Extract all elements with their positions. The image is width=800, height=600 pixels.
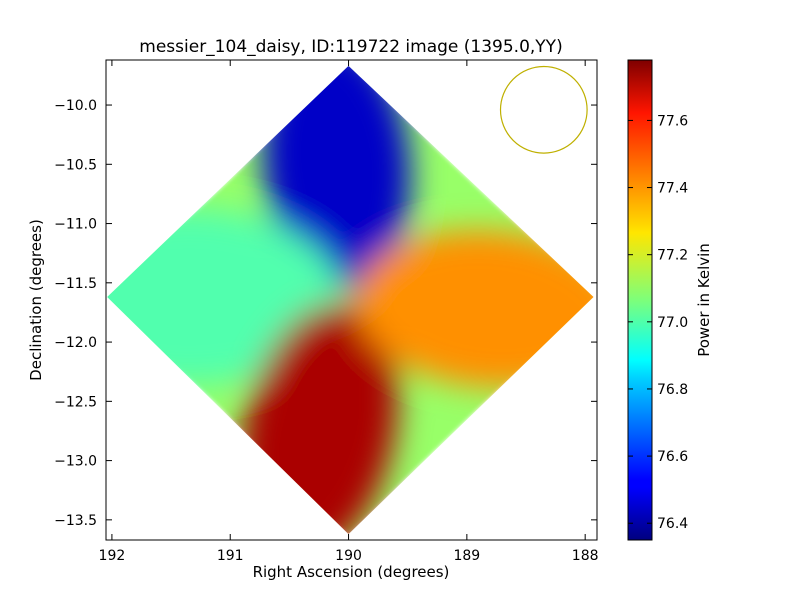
y-tick-label: −13.0 xyxy=(54,454,97,470)
colorbar-tick-label: 76.6 xyxy=(657,449,688,465)
colorbar-tick-label: 76.4 xyxy=(657,516,688,532)
x-tick-label: 191 xyxy=(217,548,244,564)
map-lobes xyxy=(107,65,594,535)
x-axis-label: Right Ascension (degrees) xyxy=(253,563,450,581)
colorbar-tick-label: 77.6 xyxy=(657,113,688,129)
colorbar-gradient xyxy=(627,59,653,541)
y-tick-label: −11.0 xyxy=(54,217,97,233)
y-tick-label: −12.5 xyxy=(54,394,97,410)
y-axis-label: Declination (degrees) xyxy=(27,219,45,381)
colorbar: 76.4 76.6 76.8 77.0 77.2 77.4 77.6 Power in Ke… xyxy=(627,59,713,541)
x-tick-label: 190 xyxy=(335,548,362,564)
colorbar-tick-label: 77.0 xyxy=(657,315,688,331)
x-tick-label: 189 xyxy=(453,548,480,564)
x-tick-label: 192 xyxy=(99,548,126,564)
y-tick-label: −11.5 xyxy=(54,276,97,292)
colorbar-label: Power in Kelvin xyxy=(695,243,713,357)
y-axis-ticks: −10.0 −10.5 −11.0 −11.5 −12.0 −12.5 −13.0 −13.5 xyxy=(54,98,597,529)
beam-circle xyxy=(499,65,588,154)
colorbar-tick-label: 77.2 xyxy=(657,248,688,264)
x-tick-label: 188 xyxy=(572,548,599,564)
colorbar-ticks: 76.4 76.6 76.8 77.0 77.2 77.4 77.6 xyxy=(628,113,688,532)
y-tick-label: −13.5 xyxy=(54,513,97,529)
plot-frame xyxy=(105,59,598,541)
y-tick-label: −12.0 xyxy=(54,335,97,351)
sky-map xyxy=(107,65,594,535)
map-background xyxy=(107,65,594,535)
chart-title: messier_104_daisy, ID:119722 image (1395… xyxy=(139,37,562,57)
x-axis-ticks: 192 191 190 189 188 xyxy=(99,60,599,564)
plot-area: 192 191 190 189 188 −10.0 −10.5 −11.0 −11.5 −12.… xyxy=(54,59,599,564)
y-tick-label: −10.5 xyxy=(54,157,97,173)
colorbar-tick-label: 77.4 xyxy=(657,181,688,197)
colorbar-tick-label: 76.8 xyxy=(657,382,688,398)
y-tick-label: −10.0 xyxy=(54,98,97,114)
